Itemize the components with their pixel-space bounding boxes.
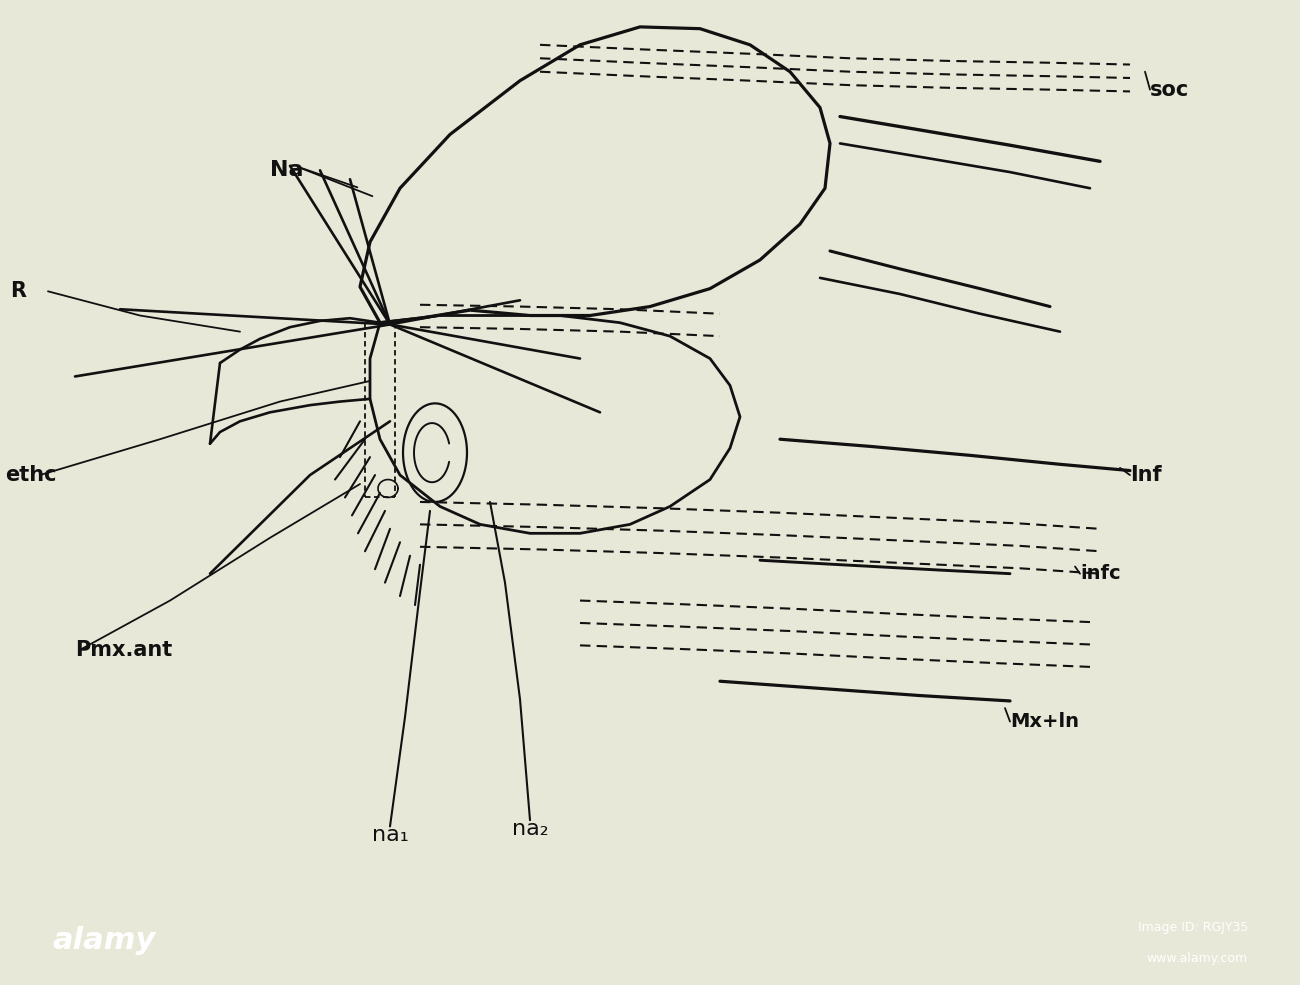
Text: R: R (10, 282, 26, 301)
Text: www.alamy.com: www.alamy.com (1147, 952, 1248, 965)
Text: Image ID: RGJY35: Image ID: RGJY35 (1138, 921, 1248, 934)
Text: alamy: alamy (52, 926, 156, 955)
Text: soc: soc (1150, 80, 1190, 99)
Text: Pmx.ant: Pmx.ant (75, 640, 172, 660)
Text: na₂: na₂ (512, 820, 549, 839)
Text: ethc: ethc (5, 465, 56, 485)
Text: na₁: na₁ (372, 825, 408, 845)
Text: infc: infc (1080, 564, 1121, 583)
Text: Mx+ln: Mx+ln (1010, 712, 1079, 731)
Text: Inf: Inf (1130, 465, 1162, 485)
Text: Na: Na (270, 161, 303, 180)
